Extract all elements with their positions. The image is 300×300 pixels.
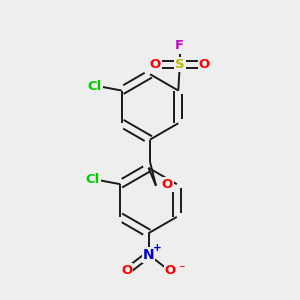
Text: Cl: Cl — [87, 80, 101, 93]
Text: ⁻: ⁻ — [178, 263, 184, 276]
Text: F: F — [175, 40, 184, 52]
Text: Cl: Cl — [86, 173, 100, 186]
Text: O: O — [162, 178, 173, 191]
Text: O: O — [199, 58, 210, 71]
Text: O: O — [149, 58, 161, 71]
Text: O: O — [165, 264, 176, 277]
Text: O: O — [121, 264, 132, 277]
Text: N: N — [143, 248, 154, 262]
Text: S: S — [175, 58, 184, 71]
Text: +: + — [152, 243, 161, 253]
